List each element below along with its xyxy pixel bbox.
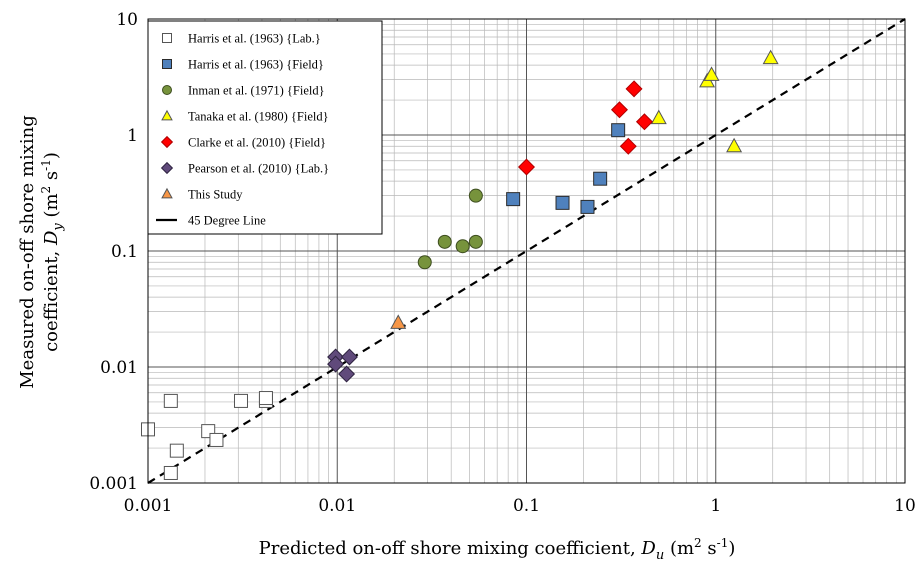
legend-swatch-harris-et-al-1963-field: [162, 59, 172, 69]
point-harris-et-al-1963-lab: [163, 393, 178, 408]
y-axis-title-prefix: coefficient,: [41, 245, 62, 352]
x-tick-label: 0.01: [318, 496, 356, 516]
point-inman-et-al-1971-field: [468, 234, 483, 249]
legend-label-45-degree-line: 45 Degree Line: [188, 214, 266, 228]
legend-swatch-this-study: [161, 187, 173, 199]
legend-label-inman-et-al-1971-field: Inman et al. (1971) {Field}: [188, 84, 325, 98]
point-inman-et-al-1971-field: [455, 239, 470, 254]
legend-box: [147, 20, 383, 235]
x-axis-title-unit-exp1: 2: [694, 536, 702, 550]
legend-label-harris-et-al-1963-lab: Harris et al. (1963) {Lab.}: [188, 32, 321, 46]
point-tanaka-et-al-1980-field: [703, 66, 720, 81]
legend-swatch-inman-et-al-1971-field: [162, 85, 172, 95]
point-tanaka-et-al-1980-field: [726, 137, 743, 153]
y-tick-label: 10: [116, 10, 138, 30]
legend-label-clarke-et-al-2010-field: Clarke et al. (2010) {Field}: [188, 136, 326, 150]
point-harris-et-al-1963-field: [593, 171, 608, 186]
y-axis-title-unit-open: (m: [41, 193, 62, 223]
legend-label-tanaka-et-al-1980-field: Tanaka et al. (1980) {Field}: [188, 110, 329, 124]
45-degree-line-layer: [147, 18, 906, 484]
x-axis-title-unit-open: (m: [664, 538, 694, 559]
x-axis-title-prefix: Predicted on-off shore mixing coefficien…: [259, 538, 642, 559]
point-this-study: [390, 314, 407, 329]
point-inman-et-al-1971-field: [468, 188, 483, 203]
x-tick-labels: 0.001 0.01 0.1 1 10: [124, 496, 916, 516]
legend: Harris et al. (1963) {Lab.} Harris et al.…: [147, 20, 383, 235]
y-tick-labels: 0.001 0.01 0.1 1 10: [89, 10, 138, 494]
point-harris-et-al-1963-field: [611, 123, 626, 138]
point-pearson-et-al-2010-lab: [327, 355, 345, 373]
x-axis-title-var: D: [640, 538, 656, 559]
point-pearson-et-al-2010-lab: [340, 348, 358, 366]
point-harris-et-al-1963-lab: [169, 443, 184, 458]
point-pearson-et-al-2010-lab: [338, 365, 356, 383]
y-axis-title-line1: Measured on-off shore mixing: [17, 115, 38, 389]
x-axis-title-unit-mid: s: [702, 538, 717, 559]
y-axis-title-unit-exp2: -1: [39, 159, 53, 171]
point-harris-et-al-1963-field: [580, 199, 595, 214]
point-clarke-et-al-2010-field: [619, 137, 637, 155]
point-harris-et-al-1963-field: [506, 192, 521, 207]
point-harris-et-al-1963-lab: [209, 432, 224, 447]
y-axis-title-unit-mid: s: [41, 171, 62, 186]
plot-frame: [147, 18, 906, 484]
x-tick-label: 1: [710, 496, 721, 516]
x-axis-title-unit-close: ): [728, 538, 735, 559]
legend-swatch-pearson-et-al-2010-lab: [160, 161, 174, 175]
point-harris-et-al-1963-lab: [163, 465, 178, 480]
point-clarke-et-al-2010-field: [517, 158, 536, 176]
x-axis-title-unit-exp2: -1: [717, 536, 729, 550]
legend-entries: Harris et al. (1963) {Lab.} Harris et al.…: [156, 32, 329, 228]
point-clarke-et-al-2010-field: [635, 113, 653, 131]
x-axis-title-sub: u: [656, 548, 664, 563]
point-tanaka-et-al-1980-field: [762, 49, 779, 65]
point-harris-et-al-1963-field: [555, 195, 570, 210]
x-axis-title: Predicted on-off shore mixing coefficien…: [259, 536, 736, 563]
legend-swatch-clarke-et-al-2010-field: [160, 135, 174, 149]
legend-label-this-study: This Study: [188, 188, 243, 202]
y-axis-title-unit-exp1: 2: [39, 186, 53, 194]
legend-label-harris-et-al-1963-field: Harris et al. (1963) {Field}: [188, 58, 324, 72]
y-tick-label: 0.01: [100, 358, 138, 378]
point-clarke-et-al-2010-field: [610, 101, 628, 119]
y-tick-label: 1: [127, 126, 138, 146]
y-tick-label: 0.001: [89, 474, 138, 494]
x-tick-label: 0.1: [513, 496, 540, 516]
legend-swatch-tanaka-et-al-1980-field: [161, 109, 173, 121]
x-tick-label: 0.001: [124, 496, 173, 516]
series-line-45-degree-line: [147, 18, 906, 484]
point-harris-et-al-1963-lab: [233, 393, 248, 408]
x-tick-label: 10: [894, 496, 916, 516]
point-tanaka-et-al-1980-field: [650, 109, 667, 125]
y-axis-title-var: D: [41, 230, 62, 246]
y-axis-title-line2: coefficient, Dy (m2 s-1): [39, 152, 66, 352]
point-clarke-et-al-2010-field: [625, 80, 643, 98]
point-inman-et-al-1971-field: [437, 234, 452, 249]
point-harris-et-al-1963-lab: [258, 391, 273, 406]
point-inman-et-al-1971-field: [417, 255, 432, 270]
legend-label-pearson-et-al-2010-lab: Pearson et al. (2010) {Lab.}: [188, 162, 329, 176]
y-axis-title-sub: y: [51, 223, 66, 232]
legend-swatch-harris-et-al-1963-lab: [162, 33, 172, 43]
y-tick-label: 0.1: [111, 242, 138, 262]
y-axis-title-unit-close: ): [41, 152, 62, 159]
